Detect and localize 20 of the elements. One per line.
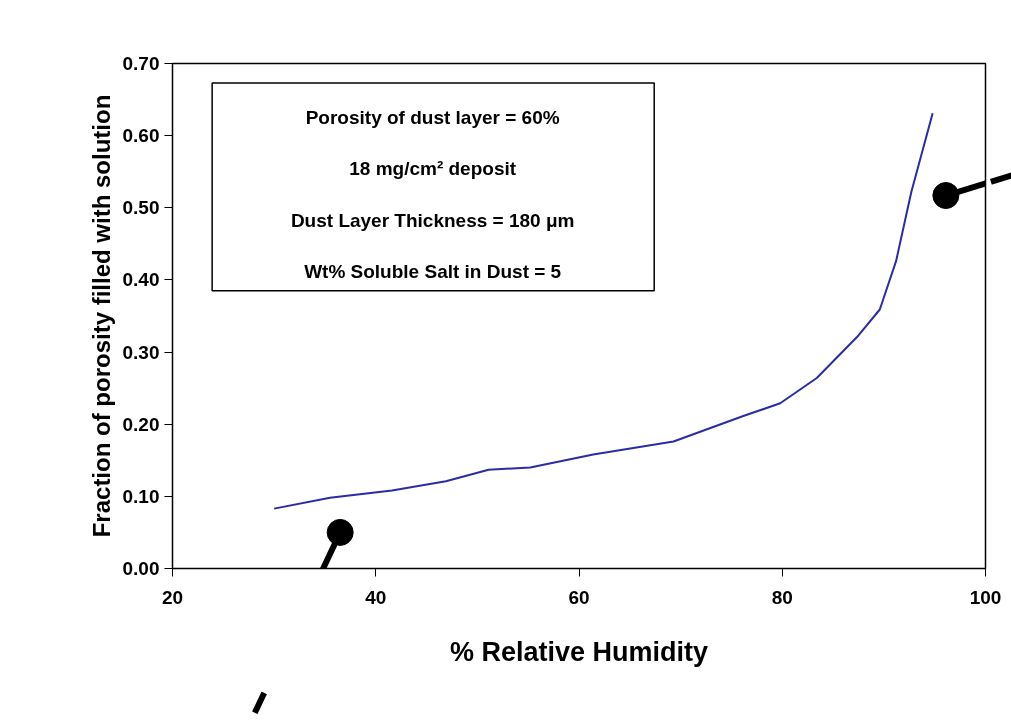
annotation: 18 mg/cm² deposit <box>349 158 517 180</box>
x-tick-label: 100 <box>969 586 1002 608</box>
annotation: Dust Layer Thickness = 180 μm <box>290 209 575 231</box>
x-tick-label: 60 <box>568 586 590 608</box>
x-axis-title: % Relative Humidity <box>449 636 709 667</box>
y-tick-label: 0.40 <box>122 269 160 291</box>
y-tick-label: 0.60 <box>122 125 160 147</box>
y-tick-label: 0.10 <box>122 485 160 507</box>
x-tick-label: 40 <box>365 586 387 608</box>
y-tick-label: 0.00 <box>122 558 160 579</box>
y-tick-label: 0.70 <box>122 53 160 74</box>
annotation: Porosity of dust layer = 60% <box>305 107 560 129</box>
y-tick-label: 0.50 <box>122 197 160 219</box>
annotation: Wt% Soluble Salt in Dust = 5 <box>304 260 562 282</box>
line-series <box>273 112 934 510</box>
y-axis-title: Fraction of porosity filled with solution <box>87 94 115 538</box>
x-tick-label: 80 <box>771 586 793 608</box>
y-tick-label: 0.30 <box>122 341 160 363</box>
y-tick-label: 0.20 <box>122 413 160 435</box>
x-tick-label: 20 <box>161 586 184 608</box>
